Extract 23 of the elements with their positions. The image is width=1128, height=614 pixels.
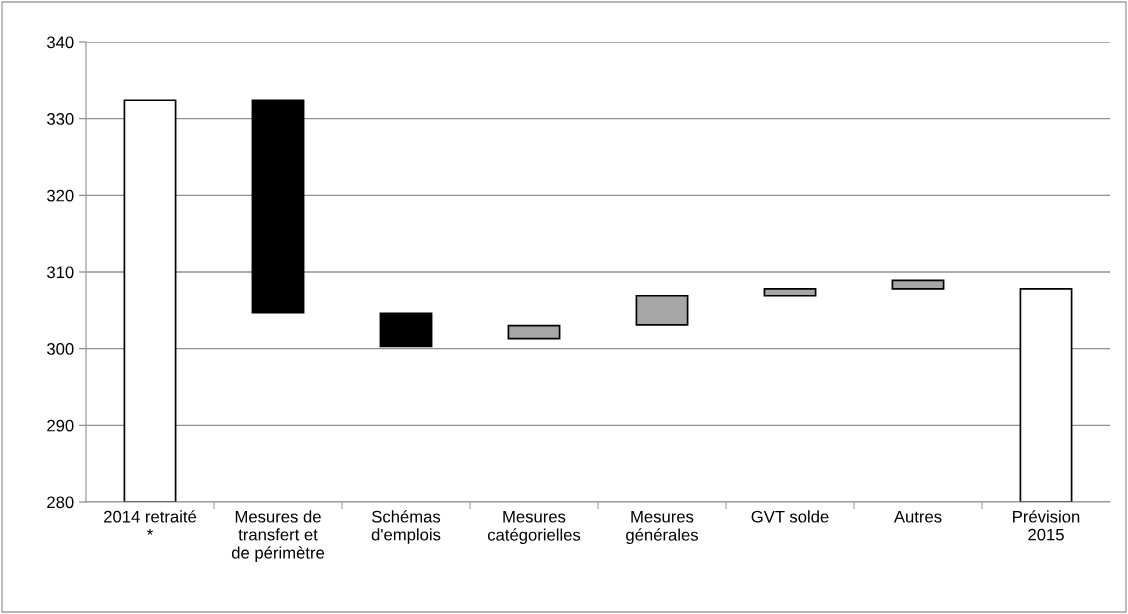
bar (1019, 288, 1073, 502)
y-tick-label: 330 (47, 113, 74, 125)
bar (379, 312, 433, 348)
bar (251, 99, 305, 314)
y-tick-label: 280 (47, 496, 74, 509)
x-tick-label: Prévision 2015 (1013, 510, 1080, 541)
bar (507, 324, 561, 340)
y-tick-label: 320 (47, 189, 74, 202)
y-tick-label: 340 (47, 36, 74, 49)
bar (635, 294, 689, 326)
y-tick-label: 290 (47, 419, 74, 432)
bar (763, 288, 817, 297)
bar (123, 99, 177, 502)
x-tick-label: 2014 retraité * (104, 510, 197, 535)
y-tick-label: 300 (47, 343, 74, 355)
x-tick-label: Autres (893, 510, 942, 523)
x-tick-label: Mesures catégorielles (487, 510, 581, 545)
x-tick-label: GVT solde (751, 510, 829, 523)
x-tick-label: Schémas d'emplois (371, 510, 441, 544)
bar (891, 279, 945, 290)
x-tick-label: Mesures de transfert et de périmètre (231, 510, 325, 563)
y-tick-label: 310 (47, 266, 74, 279)
x-tick-label: Mesures générales (626, 510, 698, 545)
